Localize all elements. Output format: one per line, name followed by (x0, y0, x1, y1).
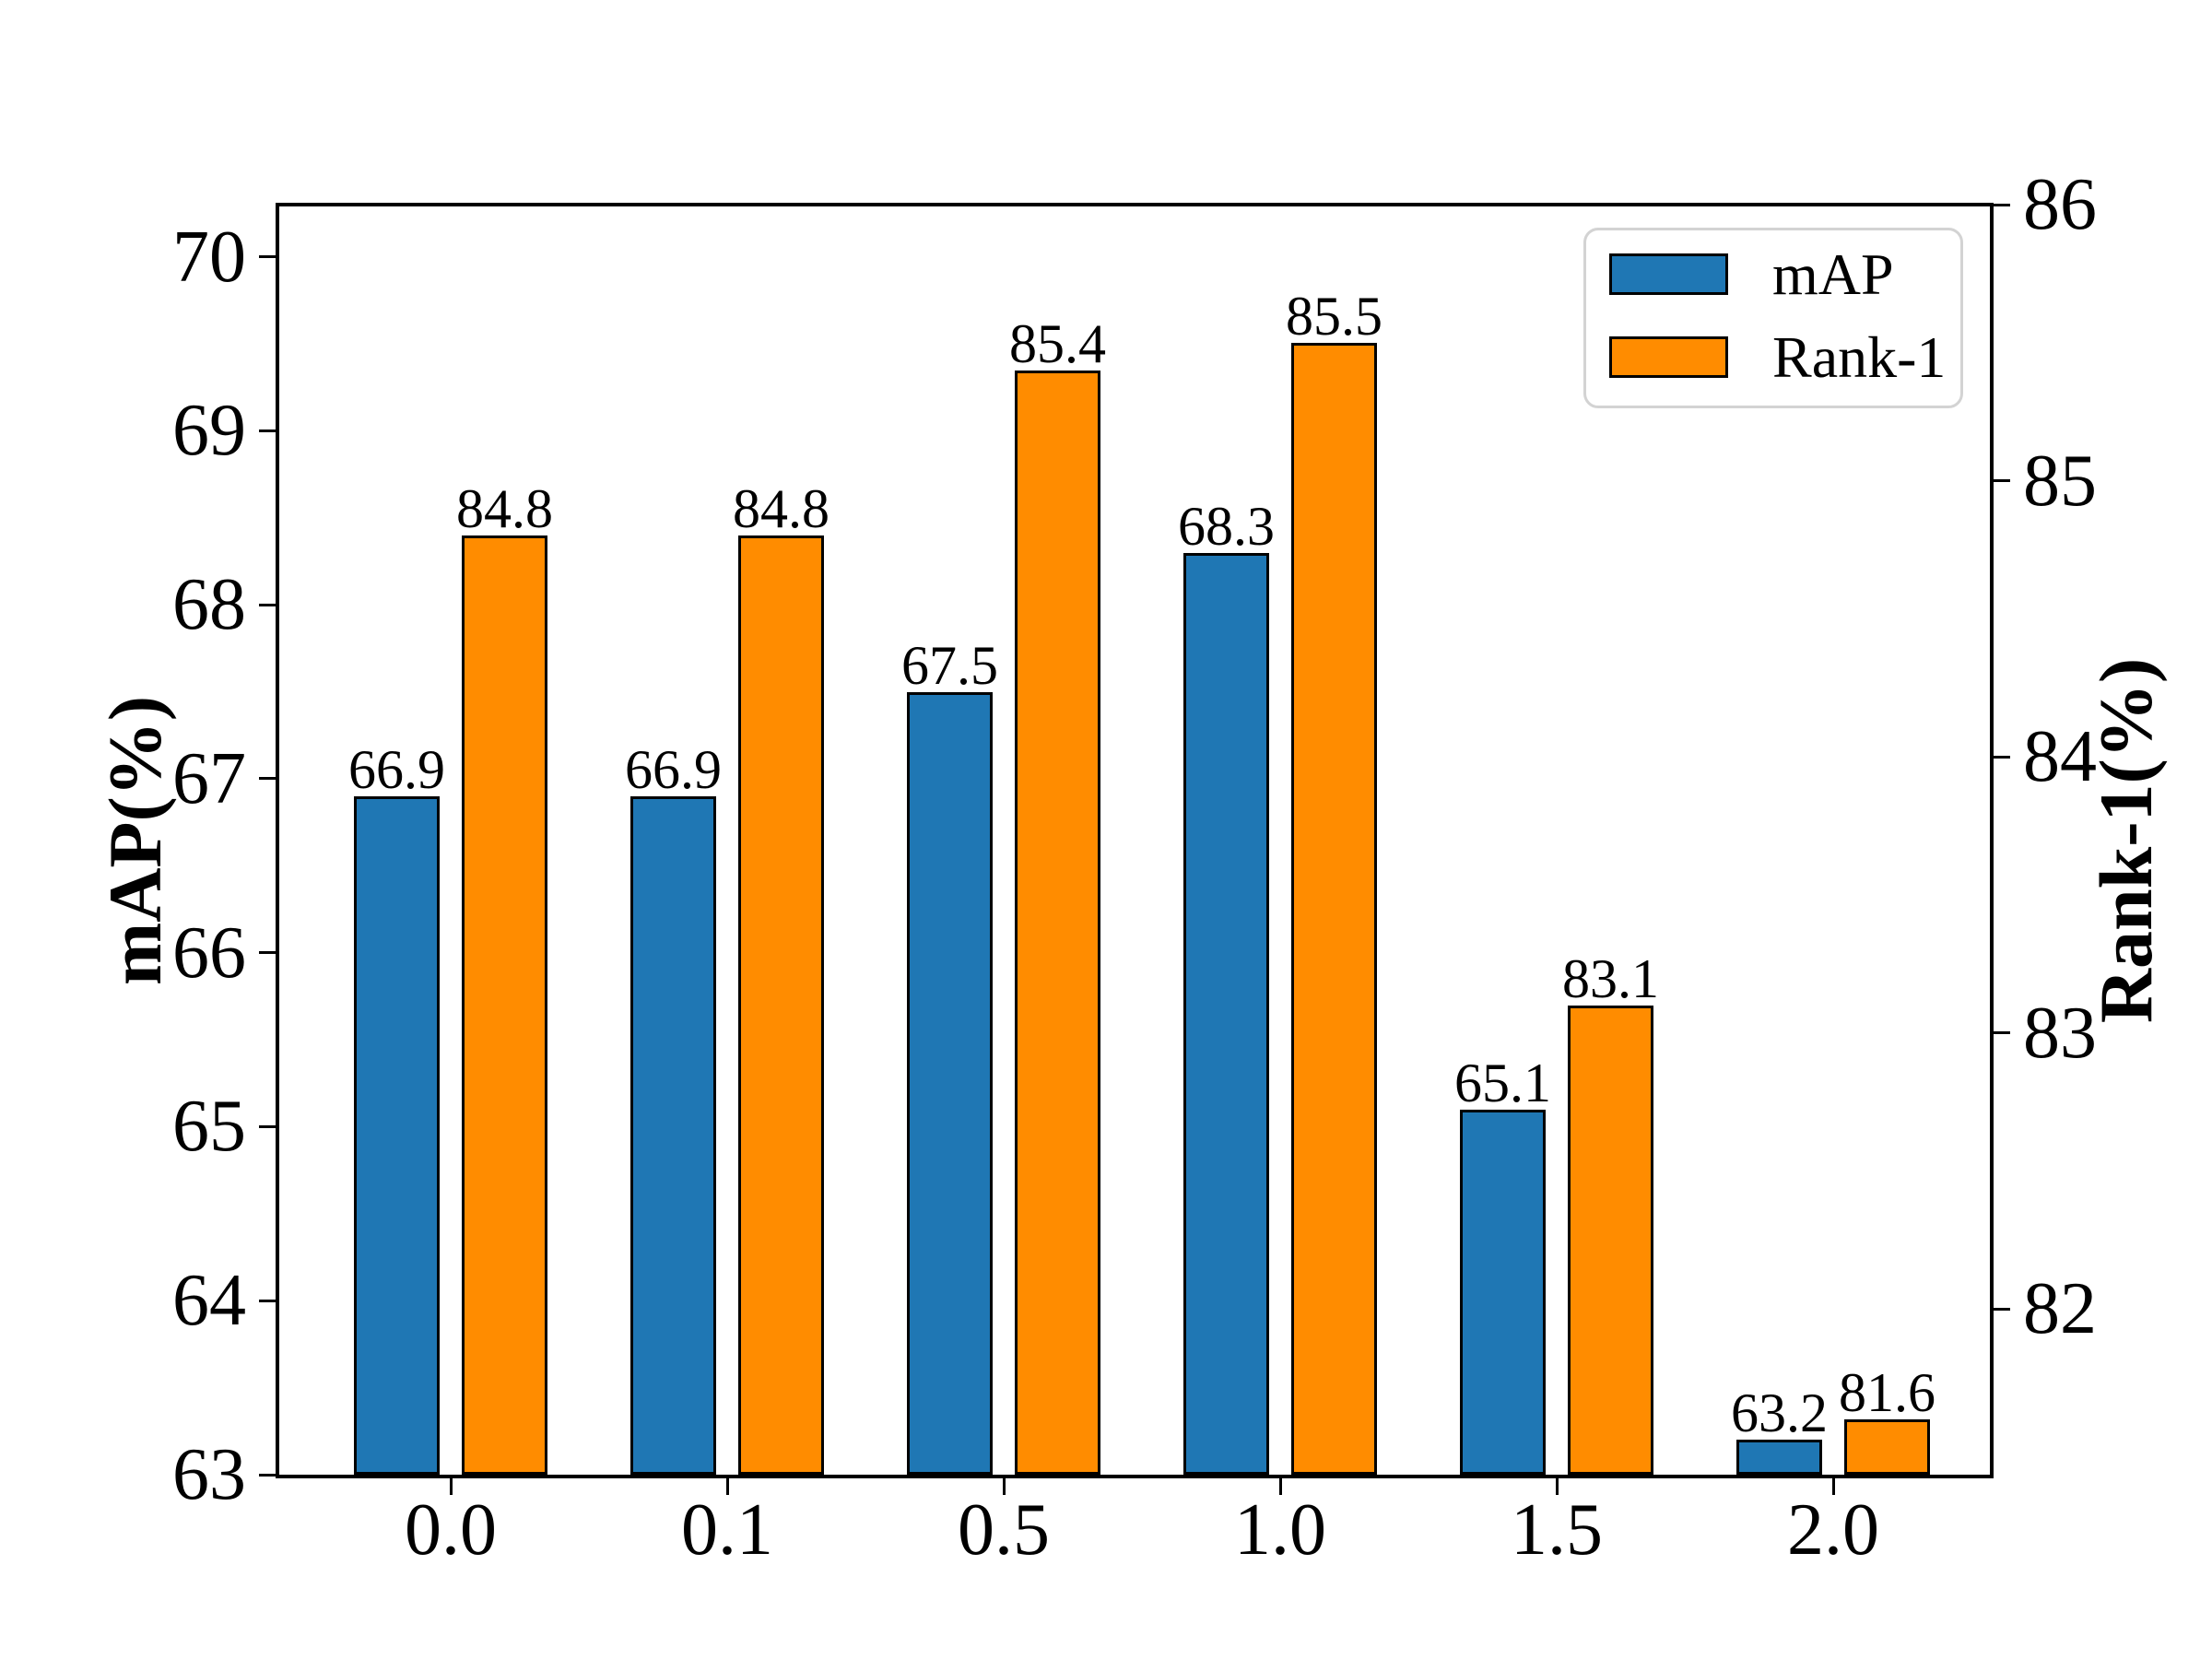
rank-1-bar-value-label: 81.6 (1839, 1362, 1936, 1424)
map-bar-value-label: 63.2 (1731, 1382, 1828, 1444)
left-axis-tick-label: 69 (172, 390, 246, 472)
left-axis-tick (259, 1473, 276, 1477)
map-bar-value-label: 65.1 (1454, 1052, 1551, 1113)
x-axis-tick (1278, 1478, 1282, 1495)
right-axis-title: Rank-1(%) (2084, 657, 2168, 1024)
right-axis-tick (1994, 1307, 2010, 1311)
left-axis-title: mAP(%) (93, 695, 177, 986)
left-axis-tick (259, 603, 276, 606)
right-axis-tick-label: 84 (2023, 716, 2097, 798)
left-axis-tick-label: 66 (172, 912, 246, 994)
map-bar-value-label: 68.3 (1178, 495, 1275, 557)
left-axis-tick (259, 951, 276, 955)
x-axis-tick (1002, 1478, 1006, 1495)
x-axis-tick (1831, 1478, 1835, 1495)
right-axis-tick-label: 83 (2023, 992, 2097, 1074)
x-axis-tick-label: 0.5 (958, 1489, 1050, 1571)
x-axis-tick-label: 0.1 (681, 1489, 773, 1571)
left-axis-tick-label: 63 (172, 1434, 246, 1515)
rank-1-bar-value-label: 83.1 (1562, 947, 1659, 1009)
map-bar (1736, 1440, 1822, 1475)
right-axis-tick (1994, 203, 2010, 206)
map-bar (1183, 552, 1269, 1475)
map-bar (354, 795, 440, 1475)
x-axis-tick (1555, 1478, 1559, 1495)
left-axis-tick (259, 429, 276, 432)
x-axis-tick-label: 1.5 (1511, 1489, 1603, 1571)
rank-1-bar (1844, 1419, 1930, 1475)
left-axis-tick-label: 68 (172, 564, 246, 646)
left-axis-tick-label: 64 (172, 1260, 246, 1342)
rank-1-bar (1291, 342, 1377, 1475)
left-axis-tick (259, 1299, 276, 1302)
top-spine (276, 203, 1994, 206)
x-axis-tick-label: 0.0 (405, 1489, 497, 1571)
rank-1-bar (1568, 1005, 1653, 1475)
right-axis-tick (1994, 1031, 2010, 1035)
x-axis-tick (449, 1478, 453, 1495)
x-axis-tick-label: 2.0 (1787, 1489, 1879, 1571)
map-bar (630, 795, 716, 1475)
rank-1-bar-value-label: 84.8 (456, 478, 553, 540)
map-bar-value-label: 67.5 (901, 634, 998, 696)
right-spine (1990, 203, 1994, 1478)
legend: mAP Rank-1 (1583, 228, 1963, 408)
map-bar (1460, 1109, 1546, 1475)
right-axis-tick (1994, 755, 2010, 759)
rank-1-bar-value-label: 84.8 (733, 478, 830, 540)
right-axis-tick-label: 82 (2023, 1268, 2097, 1350)
map-bar-value-label: 66.9 (625, 738, 722, 800)
left-axis-tick (259, 777, 276, 781)
map-bar-value-label: 66.9 (348, 738, 445, 800)
right-axis-tick (1994, 479, 2010, 483)
left-spine (276, 203, 279, 1478)
rank-1-bar (1015, 370, 1100, 1475)
left-axis-tick-label: 65 (172, 1086, 246, 1168)
right-axis-tick-label: 85 (2023, 440, 2097, 522)
rank-1-bar-value-label: 85.5 (1286, 285, 1382, 347)
map-bar (907, 691, 993, 1475)
left-axis-tick (259, 255, 276, 259)
legend-swatch-map (1609, 253, 1728, 295)
left-axis-tick-label: 70 (172, 216, 246, 298)
bottom-spine (276, 1475, 1994, 1478)
rank-1-bar-value-label: 85.4 (1009, 312, 1106, 374)
left-axis-tick-label: 67 (172, 737, 246, 819)
rank-1-bar (462, 535, 547, 1475)
legend-swatch-rank-1 (1609, 336, 1728, 378)
left-axis-tick (259, 1124, 276, 1128)
x-axis-tick (725, 1478, 729, 1495)
rank-1-bar (738, 535, 824, 1475)
right-axis-tick-label: 86 (2023, 164, 2097, 245)
legend-label-map: mAP (1772, 241, 1894, 307)
x-axis-tick-label: 1.0 (1234, 1489, 1326, 1571)
legend-label-rank-1: Rank-1 (1772, 324, 1947, 390)
